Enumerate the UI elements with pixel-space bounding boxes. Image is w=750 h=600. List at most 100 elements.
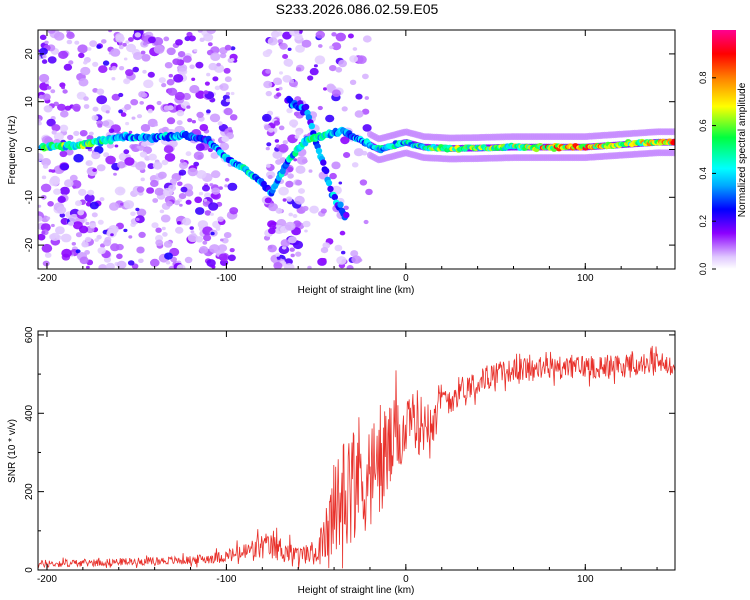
spectrogram-noise-cell <box>185 151 192 157</box>
spectrogram-noise-cell <box>122 42 127 47</box>
spectrogram-noise-cell <box>118 92 124 98</box>
spectrogram-noise-cell <box>193 151 204 160</box>
spectrogram-noise-cell <box>273 77 282 86</box>
spectrogram-noise-cell <box>308 169 313 173</box>
spectrogram-noise-cell <box>120 202 124 206</box>
spectrogram-noise-cell <box>301 39 312 48</box>
spectrogram-noise-cell <box>189 85 200 94</box>
y-tick-label: 200 <box>24 483 35 500</box>
spectrogram-noise-cell <box>115 34 125 43</box>
spectrogram-noise-cell <box>106 229 117 238</box>
spectrogram-noise-cell <box>268 227 276 235</box>
spectrogram-noise-cell <box>177 181 183 187</box>
spectrogram-noise-cell <box>162 232 168 237</box>
spectrogram-noise-cell <box>282 140 288 145</box>
spectrogram-noise-cell <box>266 163 271 168</box>
spectrogram-noise-cell <box>89 40 98 47</box>
spectrogram-noise-cell <box>214 85 221 91</box>
spectrogram-noise-cell <box>66 39 73 45</box>
spectrogram-noise-cell <box>116 253 123 260</box>
spectrogram-noise-cell <box>362 73 369 80</box>
spectrogram-noise-cell <box>128 235 133 239</box>
spectrogram-noise-cell <box>208 62 218 71</box>
spectrogram-noise-cell <box>114 186 126 196</box>
spectrogram-noise-cell <box>288 212 294 217</box>
colorbar-tick-label: 0.0 <box>698 263 708 276</box>
spectrogram-noise-cell <box>166 47 176 56</box>
spectrogram-noise-cell <box>273 120 281 126</box>
spectrogram-noise-cell <box>123 149 130 155</box>
spectrogram-noise-cell <box>75 200 82 207</box>
spectrogram-xlabel: Height of straight line (km) <box>298 285 415 296</box>
spectrogram-noise-cell <box>224 76 232 83</box>
spectrogram-noise-cell <box>207 42 213 47</box>
spectrogram-noise-cell <box>277 39 284 44</box>
spectrogram-noise-cell <box>219 53 227 59</box>
spectrogram-noise-cell <box>189 226 194 230</box>
spectrogram-noise-cell <box>85 221 90 226</box>
chart-title: S233.2026.086.02.59.E05 <box>276 1 439 17</box>
spectrogram-noise-cell <box>84 193 95 203</box>
spectrogram-noise-cell <box>110 243 120 252</box>
spectrogram-noise-cell <box>123 200 135 209</box>
spectrogram-noise-cell <box>166 78 175 86</box>
spectrogram-noise-cell <box>87 189 95 196</box>
spectrogram-noise-cell <box>331 89 341 97</box>
spectrogram-noise-cell <box>290 253 295 258</box>
spectrogram-noise-cell <box>41 59 48 64</box>
spectrogram-noise-cell <box>80 66 91 76</box>
spectrogram-noise-cell <box>124 104 132 110</box>
spectrogram-noise-cell <box>289 119 299 127</box>
spectrogram-noise-cell <box>334 244 343 252</box>
spectrogram-noise-cell <box>136 186 145 193</box>
spectrogram-noise-cell <box>275 252 281 257</box>
spectrogram-noise-cell <box>285 180 294 188</box>
spectrogram-noise-cell <box>62 89 68 94</box>
spectrogram-noise-cell <box>139 151 148 158</box>
spectrogram-noise-cell <box>219 83 229 91</box>
spectrogram-noise-cell <box>335 32 346 42</box>
spectrogram-secondary-cell <box>325 179 333 187</box>
snr-axes: -200 -100 0 100 0 200 400 600 <box>24 326 675 585</box>
spectrogram-noise-cell <box>295 165 306 174</box>
spectrogram-noise-cell <box>265 68 271 74</box>
colorbar-tick-label: 0.6 <box>698 119 708 132</box>
spectrogram-noise-cell <box>164 61 173 69</box>
spectrogram-band-cell <box>670 128 675 136</box>
spectrogram-noise-cell <box>119 66 125 71</box>
y-tick-label: 0 <box>24 146 35 152</box>
spectrogram-noise-cell <box>135 217 140 221</box>
spectrogram-noise-cell <box>140 124 151 132</box>
spectrogram-noise-cell <box>49 176 61 185</box>
spectrogram-noise-cell <box>139 101 144 105</box>
spectrogram-noise-cell <box>275 88 280 91</box>
spectrogram-noise-cell <box>60 110 69 118</box>
spectrogram-noise-cell <box>138 147 144 151</box>
spectrogram-noise-cell <box>268 127 274 133</box>
spectrogram-noise-cell <box>164 252 173 260</box>
spectrogram-noise-cell <box>359 179 368 186</box>
y-tick-label: 10 <box>24 96 35 108</box>
spectrogram-noise-cell <box>118 109 123 114</box>
spectrogram-noise-cell <box>97 219 104 225</box>
spectrogram-noise-cell <box>50 89 56 94</box>
spectrogram-noise-cell <box>313 64 318 68</box>
spectrogram-noise-cell <box>219 142 230 151</box>
spectrogram-noise-cell <box>280 239 290 247</box>
spectrogram-noise-cell <box>152 161 163 170</box>
spectrogram-noise-cell <box>132 66 139 73</box>
spectrogram-noise-cell <box>329 45 334 50</box>
spectrogram-noise-cell <box>278 143 289 153</box>
spectrogram-noise-cell <box>169 178 177 185</box>
spectrogram-noise-cell <box>111 66 117 71</box>
spectrogram-noise-cell <box>38 204 42 208</box>
spectrogram-noise-cell <box>204 192 212 199</box>
spectrogram-noise-cell <box>338 181 343 185</box>
spectrogram-noise-cell <box>193 161 200 167</box>
spectrogram-noise-cell <box>98 264 107 269</box>
spectrogram-noise-cell <box>227 182 238 191</box>
spectrogram-noise-cell <box>39 73 50 83</box>
spectrogram-noise-cell <box>41 175 47 180</box>
